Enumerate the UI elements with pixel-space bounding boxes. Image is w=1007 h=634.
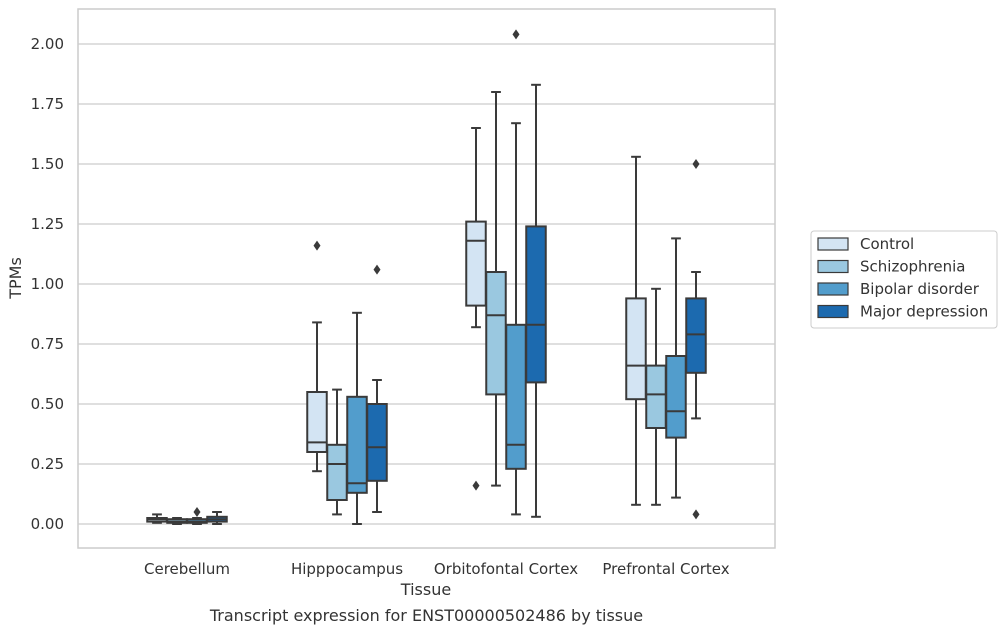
legend-swatch xyxy=(817,304,849,319)
box-group xyxy=(366,264,388,513)
outlier-marker xyxy=(512,29,520,40)
y-tick-label: 2.00 xyxy=(31,35,64,53)
box-group xyxy=(525,83,547,518)
box xyxy=(665,355,687,439)
box-group xyxy=(186,507,208,525)
box xyxy=(645,364,667,430)
box-group xyxy=(326,388,348,516)
x-axis-label: Tissue xyxy=(400,580,451,599)
box xyxy=(625,297,647,401)
outlier-marker xyxy=(692,159,700,169)
box xyxy=(326,443,348,501)
legend-entry-label: Schizophrenia xyxy=(860,258,965,276)
y-axis-ticks: 0.00 0.25 0.50 0.75 1.00 1.25 1.50 1.75 2.00 xyxy=(31,35,64,533)
x-axis-ticks: Cerebellum Hipppocampus Orbitofontal Corte… xyxy=(144,560,730,578)
outlier-marker xyxy=(472,480,480,491)
box-group xyxy=(625,155,647,506)
box-group xyxy=(465,127,487,491)
outlier-marker xyxy=(373,264,381,275)
x-tick-label: Orbitofontal Cortex xyxy=(434,560,578,578)
plot-frame xyxy=(77,8,776,549)
box-group xyxy=(306,240,328,473)
legend-entry-label: Control xyxy=(860,235,914,253)
box xyxy=(485,271,507,396)
gridlines xyxy=(78,43,775,525)
box-group xyxy=(485,91,507,487)
box xyxy=(525,225,547,384)
box-group xyxy=(505,29,527,516)
box-group xyxy=(685,159,707,520)
box xyxy=(685,297,707,374)
legend-entry-label: Bipolar disorder xyxy=(860,280,980,298)
y-tick-label: 1.50 xyxy=(31,155,64,173)
box-group xyxy=(166,517,188,525)
box xyxy=(306,391,328,453)
y-axis-label: TPMs xyxy=(6,257,25,300)
x-tick-label: Prefrontal Cortex xyxy=(602,560,729,578)
legend-frame xyxy=(810,230,998,329)
y-tick-label: 1.00 xyxy=(31,275,64,293)
legend-swatch xyxy=(817,282,849,296)
y-tick-label: 1.25 xyxy=(31,215,64,233)
y-tick-label: 0.75 xyxy=(31,335,64,353)
outlier-marker xyxy=(193,507,201,517)
legend-swatch xyxy=(817,237,849,251)
x-tick-label: Cerebellum xyxy=(144,560,230,578)
box-group xyxy=(146,513,168,524)
y-tick-label: 0.00 xyxy=(31,515,64,533)
figure-caption: Transcript expression for ENST0000050248… xyxy=(209,606,644,625)
y-tick-label: 1.75 xyxy=(31,95,64,113)
y-tick-label: 0.50 xyxy=(31,395,64,413)
box xyxy=(505,323,527,470)
box-group xyxy=(665,237,687,499)
legend-swatch xyxy=(817,259,849,274)
x-tick-label: Hipppocampus xyxy=(291,560,403,578)
legend-entry-label: Major depression xyxy=(860,303,988,321)
box xyxy=(346,395,368,494)
outlier-marker xyxy=(692,509,700,520)
outlier-marker xyxy=(313,240,321,251)
box-group xyxy=(645,287,667,506)
legend: Control Schizophrenia Bipolar disorder Majo… xyxy=(810,230,998,329)
boxes-layer xyxy=(146,29,707,525)
y-tick-label: 0.25 xyxy=(31,455,64,473)
box xyxy=(465,220,487,307)
box-group xyxy=(206,511,228,525)
box xyxy=(366,403,388,482)
